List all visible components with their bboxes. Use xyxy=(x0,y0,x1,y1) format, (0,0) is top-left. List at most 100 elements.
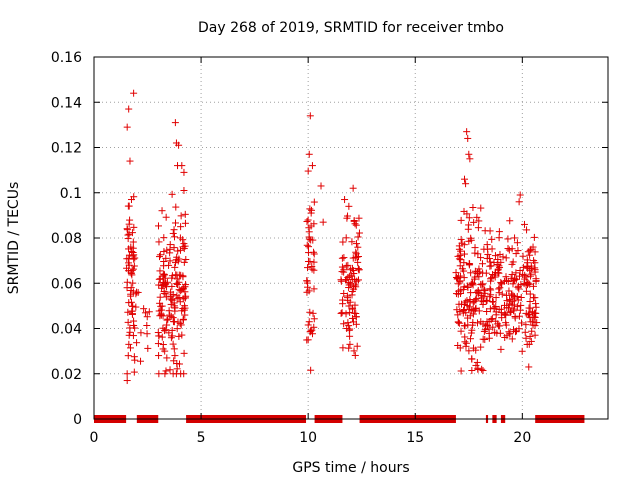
data-point-marker xyxy=(167,334,175,342)
data-point-marker xyxy=(497,280,505,288)
data-point-marker xyxy=(533,319,541,327)
data-point-marker xyxy=(486,227,494,235)
data-point-marker xyxy=(478,260,486,268)
data-point-marker xyxy=(129,238,137,246)
data-point-marker xyxy=(462,180,470,188)
data-point-marker xyxy=(165,307,173,315)
data-point-marker xyxy=(168,295,176,303)
data-point-marker xyxy=(466,296,474,304)
data-point-marker xyxy=(499,253,507,261)
x-tick-label: 15 xyxy=(406,430,424,446)
data-point-marker xyxy=(345,302,353,310)
data-point-marker xyxy=(130,317,138,325)
data-point-marker xyxy=(454,290,462,298)
data-point-marker xyxy=(175,332,183,340)
y-tick-label: 0.02 xyxy=(51,367,82,383)
data-point-marker xyxy=(351,351,359,359)
data-point-marker xyxy=(137,357,145,365)
data-point-marker xyxy=(353,342,361,350)
data-point-marker xyxy=(483,241,491,249)
data-point-marker xyxy=(491,273,499,281)
data-point-marker xyxy=(480,285,488,293)
data-point-marker xyxy=(487,316,495,324)
data-point-marker xyxy=(161,370,169,378)
data-point-marker xyxy=(317,182,325,190)
data-point-marker xyxy=(160,327,168,335)
data-point-marker xyxy=(181,210,189,218)
data-point-marker xyxy=(461,250,469,258)
data-point-marker xyxy=(154,222,162,230)
data-point-marker xyxy=(177,223,185,231)
data-point-marker xyxy=(123,264,131,272)
data-point-marker xyxy=(474,224,482,232)
data-point-marker xyxy=(462,342,470,350)
data-point-marker xyxy=(156,293,164,301)
data-point-marker xyxy=(168,332,176,340)
data-point-marker xyxy=(532,277,540,285)
data-point-marker xyxy=(467,329,475,337)
data-point-marker xyxy=(508,335,516,343)
data-point-marker xyxy=(461,338,469,346)
data-point-marker xyxy=(521,328,529,336)
data-point-marker xyxy=(515,198,523,206)
data-point-marker xyxy=(307,236,315,244)
data-point-marker xyxy=(458,265,466,273)
data-point-marker xyxy=(128,229,136,237)
data-point-marker xyxy=(163,283,171,291)
data-point-marker xyxy=(522,287,530,295)
data-point-marker xyxy=(467,269,475,277)
data-point-marker xyxy=(306,308,314,316)
data-point-marker xyxy=(310,198,318,206)
data-point-marker xyxy=(180,245,188,253)
data-point-marker xyxy=(125,251,133,259)
data-point-marker xyxy=(477,280,485,288)
data-point-marker xyxy=(346,332,354,340)
data-point-marker xyxy=(143,321,151,329)
data-point-marker xyxy=(532,303,540,311)
data-point-marker xyxy=(522,309,530,317)
data-point-marker xyxy=(133,339,141,347)
data-point-marker xyxy=(344,274,352,282)
data-point-marker xyxy=(175,278,183,286)
data-point-marker xyxy=(179,243,187,251)
data-point-marker xyxy=(304,216,312,224)
data-point-marker xyxy=(454,272,462,280)
x-axis-label: GPS time / hours xyxy=(292,460,409,476)
data-point-marker xyxy=(162,213,170,221)
data-point-marker xyxy=(467,289,475,297)
data-point-marker xyxy=(497,345,505,353)
data-point-marker xyxy=(163,316,171,324)
data-point-marker xyxy=(337,277,345,285)
data-point-marker xyxy=(495,234,503,242)
data-point-marker xyxy=(494,255,502,263)
data-point-marker xyxy=(455,300,463,308)
data-point-marker xyxy=(339,238,347,246)
data-point-marker xyxy=(306,112,314,120)
grid-lines xyxy=(94,57,608,419)
data-point-marker xyxy=(490,259,498,267)
data-point-marker xyxy=(511,314,519,322)
data-point-marker xyxy=(182,255,190,263)
data-point-marker xyxy=(474,319,482,327)
data-point-marker xyxy=(344,319,352,327)
data-point-marker xyxy=(125,245,133,253)
data-point-marker xyxy=(457,216,465,224)
data-point-marker xyxy=(127,344,135,352)
data-point-marker xyxy=(506,217,514,225)
data-point-marker xyxy=(343,292,351,300)
data-point-marker xyxy=(471,273,479,281)
data-point-marker xyxy=(125,340,133,348)
data-point-marker xyxy=(519,252,527,260)
data-point-marker xyxy=(455,242,463,250)
data-point-marker xyxy=(529,243,537,251)
data-point-marker xyxy=(486,305,494,313)
data-point-marker xyxy=(123,370,131,378)
data-point-marker xyxy=(307,366,315,374)
data-point-marker xyxy=(507,297,515,305)
data-point-marker xyxy=(483,254,491,262)
data-point-marker xyxy=(309,309,317,317)
data-point-marker xyxy=(342,234,350,242)
data-point-marker xyxy=(494,266,502,274)
data-point-marker xyxy=(350,309,358,317)
